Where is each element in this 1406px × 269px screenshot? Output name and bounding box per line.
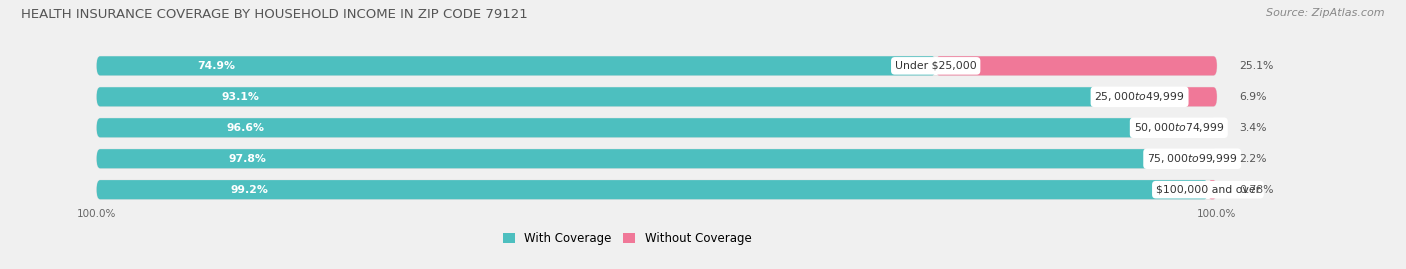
Text: 97.8%: 97.8%: [228, 154, 266, 164]
Text: 6.9%: 6.9%: [1239, 92, 1267, 102]
Text: $25,000 to $49,999: $25,000 to $49,999: [1094, 90, 1185, 103]
Text: $50,000 to $74,999: $50,000 to $74,999: [1133, 121, 1225, 134]
Text: 25.1%: 25.1%: [1239, 61, 1274, 71]
FancyBboxPatch shape: [97, 149, 1192, 168]
FancyBboxPatch shape: [1192, 149, 1216, 168]
FancyBboxPatch shape: [97, 87, 1216, 107]
FancyBboxPatch shape: [97, 149, 1216, 168]
FancyBboxPatch shape: [1178, 118, 1216, 137]
Text: 96.6%: 96.6%: [226, 123, 264, 133]
Text: 3.4%: 3.4%: [1239, 123, 1267, 133]
FancyBboxPatch shape: [936, 56, 1216, 75]
Text: 0.78%: 0.78%: [1239, 185, 1274, 195]
FancyBboxPatch shape: [1140, 87, 1216, 107]
Text: 99.2%: 99.2%: [231, 185, 269, 195]
FancyBboxPatch shape: [97, 87, 1140, 107]
FancyBboxPatch shape: [97, 180, 1208, 199]
Text: $75,000 to $99,999: $75,000 to $99,999: [1147, 152, 1237, 165]
FancyBboxPatch shape: [97, 56, 1216, 75]
Text: 100.0%: 100.0%: [77, 209, 117, 219]
Text: 100.0%: 100.0%: [1197, 209, 1236, 219]
FancyBboxPatch shape: [97, 118, 1178, 137]
Text: Under $25,000: Under $25,000: [894, 61, 977, 71]
Text: 2.2%: 2.2%: [1239, 154, 1267, 164]
FancyBboxPatch shape: [97, 56, 936, 75]
Text: HEALTH INSURANCE COVERAGE BY HOUSEHOLD INCOME IN ZIP CODE 79121: HEALTH INSURANCE COVERAGE BY HOUSEHOLD I…: [21, 8, 527, 21]
Text: Source: ZipAtlas.com: Source: ZipAtlas.com: [1267, 8, 1385, 18]
Text: $100,000 and over: $100,000 and over: [1156, 185, 1260, 195]
Legend: With Coverage, Without Coverage: With Coverage, Without Coverage: [498, 227, 756, 250]
FancyBboxPatch shape: [97, 180, 1216, 199]
Text: 74.9%: 74.9%: [197, 61, 235, 71]
FancyBboxPatch shape: [1208, 180, 1216, 199]
FancyBboxPatch shape: [97, 118, 1216, 137]
Text: 93.1%: 93.1%: [222, 92, 260, 102]
